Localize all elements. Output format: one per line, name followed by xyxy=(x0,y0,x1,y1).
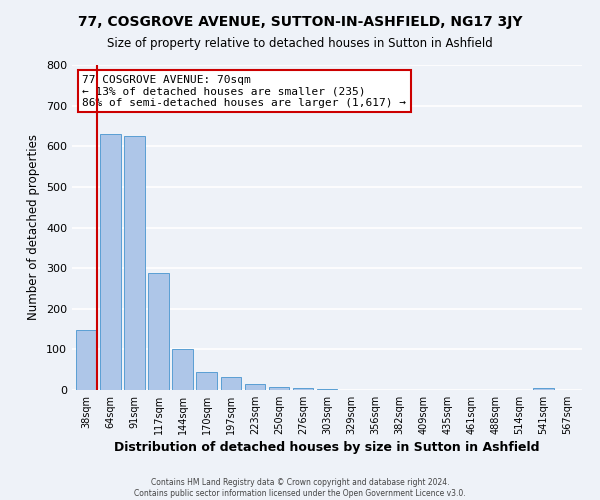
Bar xyxy=(76,330,97,390)
Text: Contains HM Land Registry data © Crown copyright and database right 2024.
Contai: Contains HM Land Registry data © Crown c… xyxy=(134,478,466,498)
Bar xyxy=(245,384,265,390)
Text: 77, COSGROVE AVENUE, SUTTON-IN-ASHFIELD, NG17 3JY: 77, COSGROVE AVENUE, SUTTON-IN-ASHFIELD,… xyxy=(78,15,522,29)
Y-axis label: Number of detached properties: Number of detached properties xyxy=(28,134,40,320)
Bar xyxy=(317,389,337,390)
Bar xyxy=(269,387,289,390)
Bar xyxy=(533,388,554,390)
Bar xyxy=(172,350,193,390)
Bar xyxy=(196,372,217,390)
Bar xyxy=(124,136,145,390)
Bar xyxy=(100,134,121,390)
Bar xyxy=(293,388,313,390)
Text: 77 COSGROVE AVENUE: 70sqm
← 13% of detached houses are smaller (235)
86% of semi: 77 COSGROVE AVENUE: 70sqm ← 13% of detac… xyxy=(82,74,406,108)
Bar xyxy=(148,273,169,390)
Text: Size of property relative to detached houses in Sutton in Ashfield: Size of property relative to detached ho… xyxy=(107,38,493,51)
Bar xyxy=(221,378,241,390)
X-axis label: Distribution of detached houses by size in Sutton in Ashfield: Distribution of detached houses by size … xyxy=(114,441,540,454)
